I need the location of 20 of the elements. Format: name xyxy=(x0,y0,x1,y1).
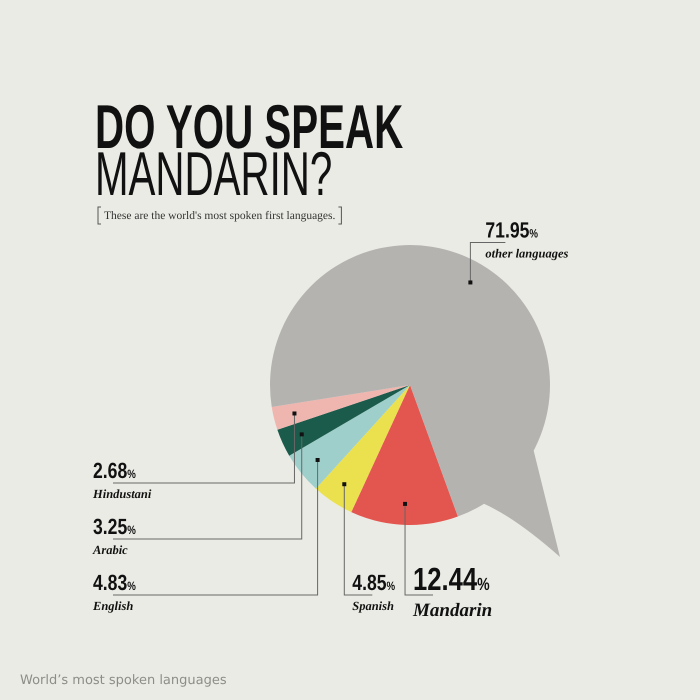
data-label: 4.85% xyxy=(352,571,396,596)
pie-slice xyxy=(316,385,410,512)
chart-subtitle: These are the world's most spoken first languages. xyxy=(104,210,336,222)
data-label: 3.25% xyxy=(93,515,136,540)
slice-label: Hindustani xyxy=(92,487,152,501)
pie-slice xyxy=(272,385,410,430)
pie-slice xyxy=(277,385,410,456)
pie-slice xyxy=(351,385,458,525)
text: World’s most spoken languages xyxy=(20,673,227,688)
slice-label: other languages xyxy=(485,246,569,260)
slice-label: English xyxy=(92,599,134,613)
slice-label: Arabic xyxy=(92,543,128,557)
data-label: 12.44% xyxy=(413,562,490,598)
chart-title: DO YOU SPEAK MANDARIN? xyxy=(95,93,404,210)
slice-label: Spanish xyxy=(352,599,394,613)
pie-slice xyxy=(289,385,410,489)
data-label: 2.68% xyxy=(93,459,136,484)
slice-label: Mandarin xyxy=(412,600,492,621)
data-label: 71.95% xyxy=(485,218,538,243)
data-label: 4.83% xyxy=(93,571,136,596)
